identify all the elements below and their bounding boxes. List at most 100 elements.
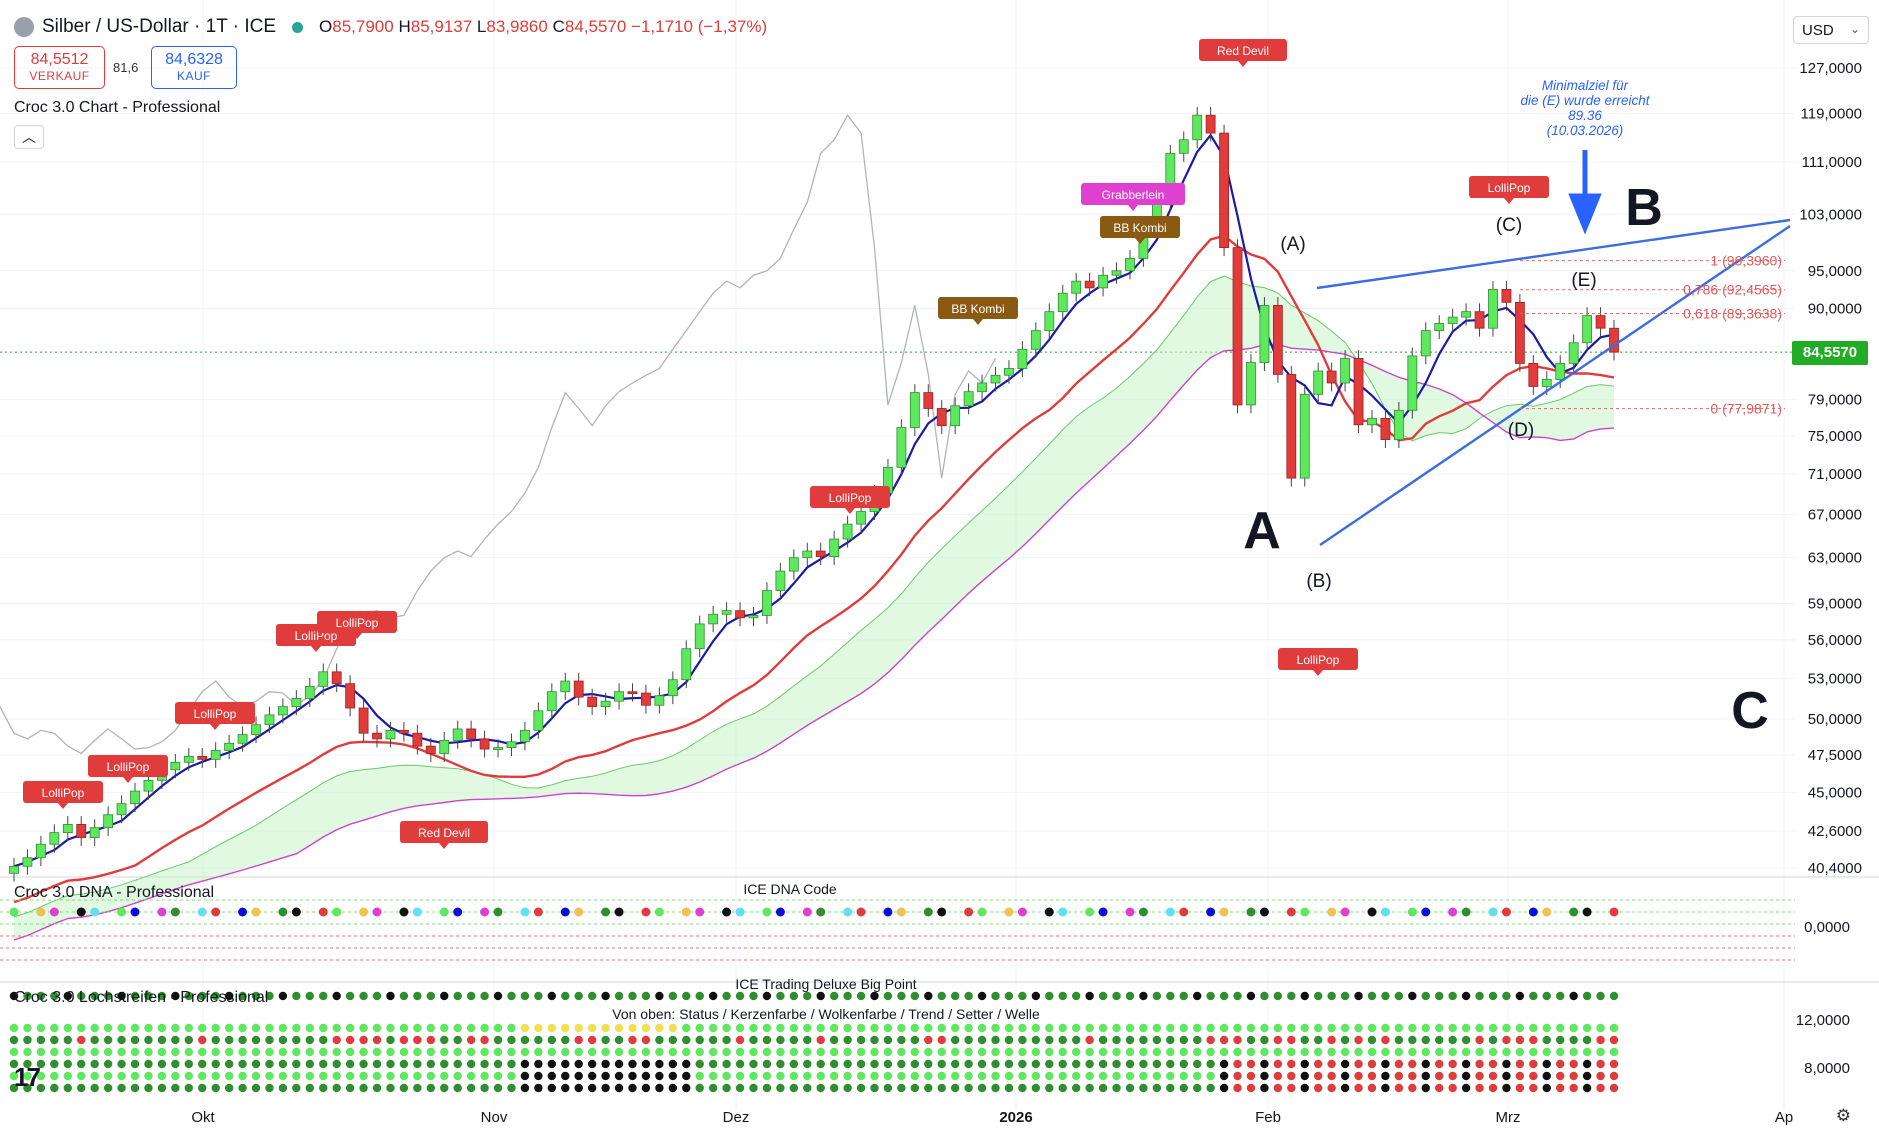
lochstreifen-dot — [1246, 1059, 1256, 1069]
dna-dot — [1501, 907, 1511, 917]
price-axis-tick: 47,5000 — [1808, 747, 1862, 764]
lochstreifen-dot — [1206, 991, 1215, 1001]
fib-level-label: 0,786 (92,4565) — [1683, 282, 1782, 298]
lochstreifen-dot — [103, 1035, 113, 1045]
lochstreifen-dot — [682, 1059, 691, 1069]
lochstreifen-dot — [924, 1035, 933, 1045]
lochstreifen-dot — [386, 1023, 395, 1033]
lochstreifen-dot — [883, 1035, 893, 1045]
lochstreifen-dot — [1125, 1035, 1135, 1045]
lochstreifen-dot — [1071, 1083, 1081, 1093]
dna-dot — [1058, 907, 1068, 917]
tradingview-logo[interactable]: 17 — [14, 1062, 41, 1092]
lochstreifen-dot — [292, 1023, 301, 1033]
bull-candle — [452, 728, 463, 741]
signal-tag-label: LolliPop — [336, 616, 379, 630]
lochstreifen-dot — [1448, 1071, 1457, 1081]
lochstreifen-dot — [520, 1083, 530, 1093]
lochstreifen-dot — [1058, 1083, 1067, 1093]
collapse-indicators-button[interactable]: ︿ — [14, 125, 44, 149]
bull-candle — [842, 523, 853, 540]
lochstreifen-dot — [1569, 1083, 1578, 1093]
big-wave-label: A — [1243, 502, 1281, 560]
lochstreifen-dot — [1609, 991, 1619, 1001]
lochstreifen-dot — [1435, 1071, 1444, 1081]
signal-tag-pointer — [210, 724, 220, 730]
lochstreifen-dot — [36, 1047, 46, 1057]
dna-dot — [1044, 907, 1054, 917]
lochstreifen-dot — [359, 1023, 368, 1033]
lochstreifen-dot — [1233, 1083, 1242, 1093]
dna-dot — [1340, 907, 1350, 917]
lochstreifen-dot — [413, 1035, 422, 1045]
dna-dot — [1004, 907, 1014, 917]
currency-select[interactable]: USD ⌄ — [1793, 16, 1869, 44]
lochstreifen-dot — [372, 1071, 382, 1081]
sell-button[interactable]: 84,5512 VERKAUF — [14, 46, 105, 89]
loch-pane-title[interactable]: Croc 3.0 Lochstreifen - Professional — [14, 989, 269, 1006]
lochstreifen-dot — [1206, 1023, 1215, 1033]
triangle-trendline — [1316, 218, 1791, 290]
lochstreifen-dot — [1408, 1047, 1417, 1057]
bull-candle — [533, 710, 544, 731]
lochstreifen-dot — [708, 1083, 718, 1093]
lochstreifen-dot — [1367, 991, 1377, 1001]
lochstreifen-dot — [265, 991, 274, 1001]
lochstreifen-dot — [587, 1071, 597, 1081]
signal-tag-pointer — [973, 319, 983, 325]
time-axis-tick: Okt — [191, 1109, 215, 1126]
lochstreifen-dot — [950, 1083, 960, 1093]
lochstreifen-dot — [1085, 1083, 1094, 1093]
lochstreifen-dot — [843, 1071, 852, 1081]
gear-icon[interactable]: ⚙ — [1835, 1106, 1851, 1125]
lochstreifen-dot — [1219, 991, 1229, 1001]
lochstreifen-dot — [117, 991, 126, 1001]
lochstreifen-dot — [1421, 1035, 1430, 1045]
lochstreifen-dot — [1273, 1083, 1283, 1093]
lochstreifen-dot — [1085, 1059, 1094, 1069]
buy-button[interactable]: 84,6328 KAUF — [151, 46, 237, 89]
lochstreifen-dot — [1206, 1035, 1215, 1045]
candle — [1595, 307, 1606, 337]
lochstreifen-dot — [63, 1023, 72, 1033]
lochstreifen-dot — [426, 1023, 436, 1033]
symbol-title[interactable]: Silber / US-Dollar · 1T · ICE — [42, 16, 277, 37]
dna-pane-title[interactable]: Croc 3.0 DNA - Professional — [14, 884, 215, 901]
lochstreifen-dot — [345, 1035, 355, 1045]
lochstreifen-dot — [1421, 1083, 1430, 1093]
lochstreifen-dot — [453, 1035, 462, 1045]
lochstreifen-dot — [1045, 1035, 1054, 1045]
time-axis-tick: 2026 — [999, 1109, 1032, 1126]
dna-dot — [359, 907, 369, 917]
lochstreifen-dot — [1596, 1023, 1605, 1033]
lochstreifen-dot — [184, 1023, 193, 1033]
lochstreifen-dot — [668, 1059, 678, 1069]
lochstreifen-dot — [1488, 1059, 1498, 1069]
lochstreifen-dot — [1018, 1083, 1027, 1093]
candle — [909, 384, 920, 436]
chevron-down-icon: ⌄ — [1849, 22, 1860, 36]
bull-candle — [694, 623, 705, 650]
lochstreifen-dot — [803, 1083, 812, 1093]
lochstreifen-dot — [1448, 1035, 1457, 1045]
lochstreifen-dot — [682, 1035, 691, 1045]
lochstreifen-dot — [735, 1047, 745, 1057]
bear-candle — [936, 408, 947, 427]
indicator-title[interactable]: Croc 3.0 Chart - Professional — [14, 99, 221, 116]
lochstreifen-dot — [224, 1047, 234, 1057]
spread-value: 81,6 — [113, 60, 139, 75]
lochstreifen-dot — [480, 1023, 489, 1033]
bear-candle — [1272, 305, 1283, 375]
lochstreifen-dot — [534, 1059, 543, 1069]
dna-dot — [332, 907, 342, 917]
lochstreifen-dot — [1502, 1083, 1511, 1093]
lochstreifen-dot — [749, 1071, 758, 1081]
lochstreifen-dot — [991, 1035, 1000, 1045]
bull-candle — [493, 747, 503, 751]
bear-candle — [1474, 311, 1485, 329]
lochstreifen-dot — [77, 991, 86, 1001]
lochstreifen-dot — [695, 991, 704, 1001]
dna-dot — [1300, 907, 1310, 917]
time-axis-tick: Dez — [723, 1109, 750, 1126]
